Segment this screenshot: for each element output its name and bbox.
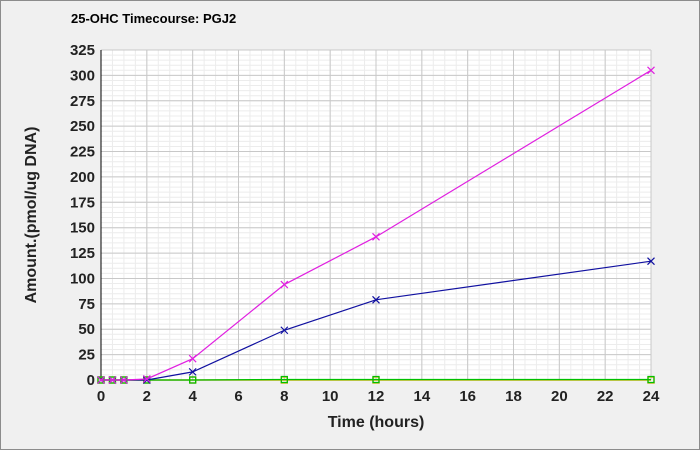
y-tick-label: 175 (70, 194, 95, 211)
series-3-point (189, 376, 197, 384)
series-1 (97, 66, 655, 384)
y-tick-label: 150 (70, 220, 95, 237)
series-1-point (647, 66, 655, 75)
x-tick-label: 8 (280, 388, 288, 405)
y-tick-label: 125 (70, 245, 95, 262)
series-3-line (101, 378, 651, 381)
x-tick-label: 24 (643, 388, 660, 405)
series-1-line (101, 69, 652, 381)
y-tick-label: 50 (78, 321, 95, 338)
y-tick-labels: 0 25 50 75 100 125 150 175 200 225 250 275 300 325 (70, 42, 95, 389)
series-2-point (280, 326, 289, 335)
series-1-point (372, 232, 380, 241)
x-tick-labels: 0 2 4 6 8 10 12 14 16 18 20 22 24 (97, 388, 660, 405)
y-tick-label: 100 (70, 270, 95, 287)
series-layer (97, 66, 655, 384)
x-tick-label: 16 (459, 388, 476, 405)
y-tick-label: 275 (70, 93, 95, 110)
x-tick-label: 14 (413, 388, 430, 405)
y-tick-label: 0 (87, 372, 95, 389)
series-1-point (142, 375, 151, 383)
y-tick-label: 25 (78, 347, 95, 364)
x-tick-label: 18 (505, 388, 522, 405)
chart-title: 25-OHC Timecourse: PGJ2 (71, 11, 237, 26)
series-2-point (188, 367, 197, 376)
series-1-point (188, 354, 197, 363)
y-tick-label: 300 (70, 67, 95, 84)
series-2-point (647, 257, 655, 266)
x-tick-label: 0 (97, 388, 105, 405)
y-tick-label: 225 (70, 144, 95, 161)
series-3-point (280, 375, 288, 384)
series-2-point (372, 295, 380, 304)
x-tick-label: 2 (143, 388, 151, 405)
x-tick-label: 22 (597, 388, 614, 405)
y-tick-label: 250 (70, 118, 95, 135)
x-tick-label: 20 (551, 388, 568, 405)
series-3-point (647, 375, 655, 384)
series-1-point (119, 376, 128, 384)
x-tick-label: 12 (368, 388, 385, 405)
x-tick-label: 10 (322, 388, 339, 405)
x-tick-label: 4 (188, 388, 197, 405)
y-axis-title: Amount.(pmol/ug DNA) (23, 127, 40, 304)
y-tick-label: 200 (70, 169, 95, 186)
series-3-point (372, 375, 380, 384)
x-axis-title: Time (hours) (328, 414, 425, 431)
series-1-point (280, 280, 289, 289)
y-tick-label: 325 (70, 42, 95, 59)
series-1-point (108, 376, 117, 384)
y-tick-label: 75 (78, 296, 95, 313)
series-1-point (97, 376, 105, 384)
x-tick-label: 6 (234, 388, 242, 405)
